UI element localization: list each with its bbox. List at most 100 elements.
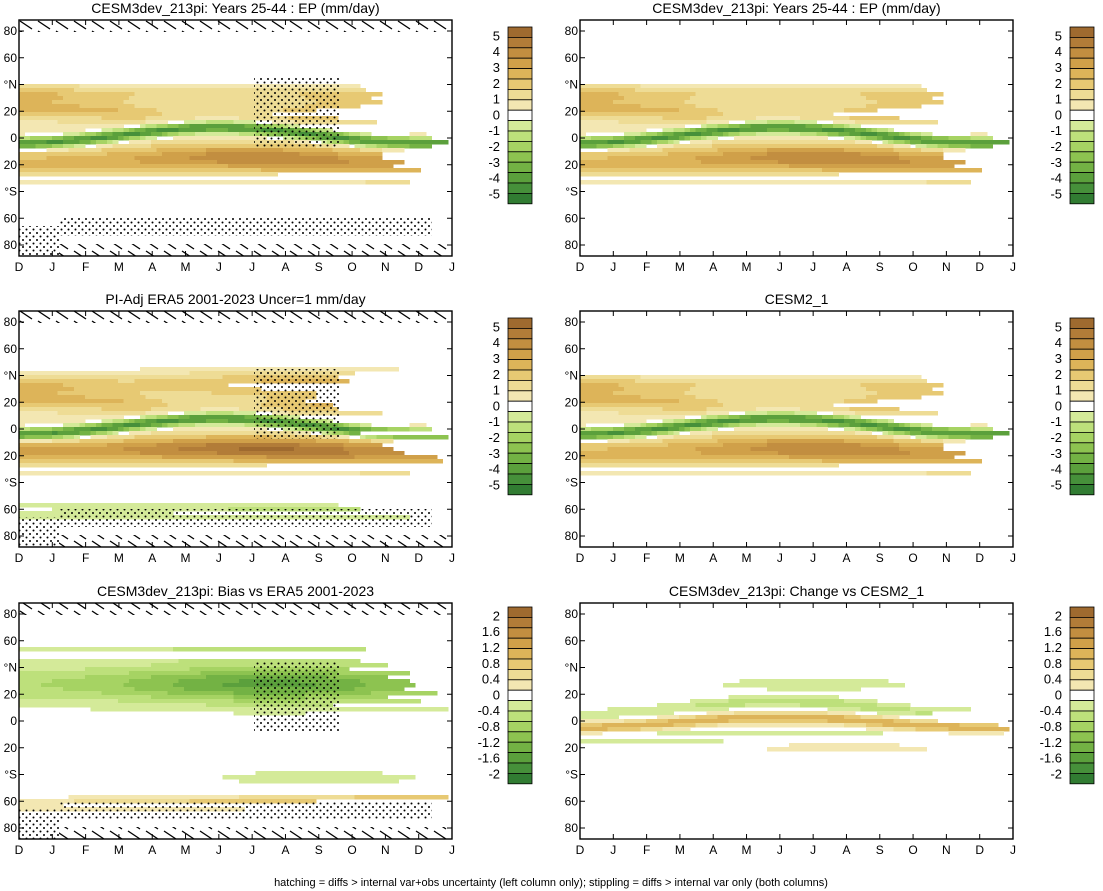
field-cell	[200, 407, 240, 412]
field-cell	[140, 451, 218, 456]
field-cell	[673, 435, 713, 440]
field-cell	[739, 679, 889, 684]
field-cell	[877, 132, 889, 137]
field-cell	[860, 92, 944, 97]
colorbar-box	[507, 327, 533, 340]
field-cell	[112, 144, 152, 149]
field-cell	[882, 431, 889, 436]
field-cell	[849, 132, 861, 137]
x-tick-label: D	[15, 551, 24, 565]
field-cell	[151, 132, 163, 137]
field-cell	[739, 423, 757, 428]
field-cell	[706, 711, 735, 716]
colorbar-box	[507, 57, 533, 70]
field-cell	[360, 148, 383, 153]
field-cell	[822, 128, 845, 133]
field-cell	[723, 132, 729, 137]
field-cell	[19, 675, 86, 680]
field-cell	[624, 140, 641, 145]
colorbar-label: -4	[1050, 462, 1062, 477]
field-cell	[893, 148, 922, 153]
field-cell	[800, 407, 850, 412]
field-cell	[668, 140, 674, 145]
field-cell	[173, 427, 267, 432]
field-cell	[19, 419, 86, 424]
field-cell	[365, 144, 377, 149]
colorbar-label: -1	[1050, 123, 1062, 138]
field-cell	[195, 423, 245, 428]
field-cell	[833, 124, 845, 129]
field-cell	[921, 132, 933, 137]
x-tick-label: D	[414, 843, 423, 857]
field-cell	[767, 419, 790, 424]
field-cell	[833, 415, 845, 420]
field-cell	[239, 132, 256, 137]
field-cell	[343, 132, 350, 137]
colorbar-box	[507, 47, 533, 59]
field-cell	[195, 132, 240, 137]
field-cell	[728, 423, 740, 428]
field-cell	[833, 411, 856, 416]
colorbar-label: 0.4	[482, 672, 500, 687]
field-cell	[19, 691, 102, 696]
field-cell	[52, 435, 64, 440]
field-cell	[343, 140, 350, 145]
colorbar-label: 1	[493, 383, 500, 398]
field-cell	[63, 383, 229, 388]
field-cell	[162, 152, 207, 157]
colorbar-label: -5	[488, 477, 500, 492]
field-cell	[607, 148, 630, 153]
field-cell	[129, 427, 141, 432]
y-tick-label: 60	[4, 502, 18, 516]
field-cell	[19, 667, 86, 672]
field-cell	[657, 703, 696, 708]
field-cell	[19, 112, 163, 117]
field-cell	[580, 399, 680, 404]
field-cell	[860, 132, 878, 137]
colorbar-label: 2	[1055, 367, 1062, 382]
field-cell	[101, 116, 146, 121]
colorbar-box	[1069, 700, 1095, 712]
field-cell	[85, 395, 146, 400]
y-tick-label: 80	[565, 238, 579, 252]
field-cell	[706, 411, 729, 416]
field-cell	[580, 419, 647, 424]
field-cell	[728, 415, 740, 420]
colorbar-label: -1.6	[478, 751, 500, 766]
colorbar-box	[1069, 120, 1095, 132]
field-cell	[85, 667, 190, 672]
field-cell	[618, 411, 707, 416]
colorbar-box	[507, 627, 533, 639]
x-tick-label: S	[876, 551, 884, 565]
field-cell	[96, 431, 108, 436]
field-cell	[948, 731, 1004, 736]
field-cell	[706, 407, 757, 412]
y-tick-label: 80	[565, 24, 579, 38]
colorbar-box	[1069, 359, 1095, 371]
stipple-band-south	[59, 218, 432, 236]
field-cell	[371, 439, 394, 444]
field-cell	[706, 120, 729, 125]
field-cell	[877, 100, 944, 105]
colorbar-label: -4	[488, 171, 500, 186]
field-cell	[877, 391, 944, 396]
field-cell	[283, 148, 333, 153]
field-cell	[206, 443, 300, 448]
hatch-bottom	[59, 244, 452, 256]
field-cell	[635, 435, 647, 440]
colorbar-box	[507, 130, 533, 142]
field-cell	[360, 471, 410, 476]
field-cell	[948, 427, 971, 432]
x-tick-label: A	[281, 843, 289, 857]
field-cell	[140, 427, 146, 432]
field-cell	[52, 136, 64, 141]
field-cell	[19, 383, 64, 388]
field-cell	[701, 136, 707, 141]
field-cell	[871, 128, 878, 133]
panel-3: PI-Adj ERA5 2001-2023 Uncer=1 mm/day D J F M…	[4, 291, 533, 565]
field-cell	[580, 379, 636, 384]
field-cell	[85, 675, 152, 680]
field-cell	[613, 435, 625, 440]
x-tick-label: M	[742, 260, 752, 274]
